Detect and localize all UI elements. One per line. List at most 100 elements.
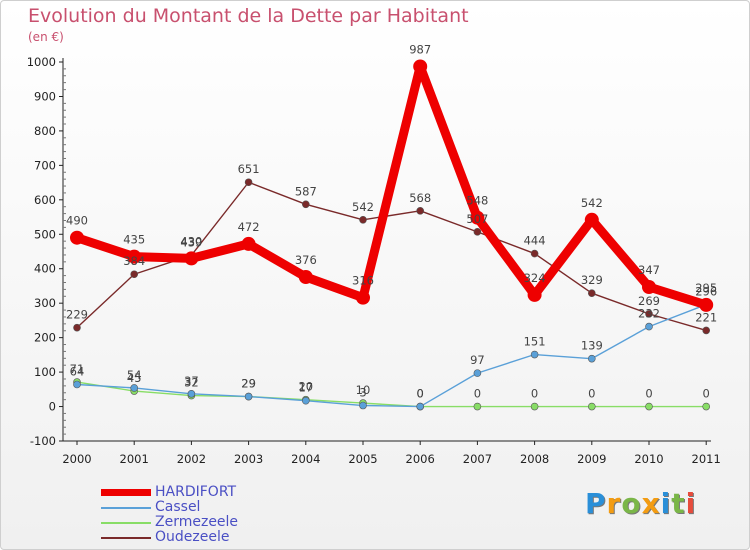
data-point (587, 354, 596, 363)
data-label: 232 (638, 307, 660, 321)
data-label: 20 (298, 380, 313, 394)
data-label: 987 (409, 42, 431, 56)
data-label: 3 (359, 386, 366, 400)
y-tick-label: 900 (34, 89, 56, 103)
data-label: 29 (241, 377, 256, 391)
x-tick-label: 2003 (234, 452, 263, 466)
data-label: 17 (298, 381, 313, 395)
data-label: 296 (695, 285, 717, 299)
y-tick-label: 400 (34, 262, 56, 276)
data-label: 430 (180, 234, 202, 248)
data-label: 444 (524, 234, 546, 248)
chart-data-labels: 2293844396515875425685074443292692217145… (66, 42, 717, 400)
x-tick-label: 2011 (692, 452, 721, 466)
data-label: 0 (417, 387, 424, 401)
x-tick-label: 2005 (348, 452, 377, 466)
data-point (73, 380, 81, 389)
data-label: 376 (295, 253, 317, 267)
data-point (645, 310, 653, 318)
data-point (527, 287, 542, 302)
data-label: 568 (409, 191, 431, 205)
data-label: 221 (695, 310, 717, 324)
data-label: 329 (581, 273, 603, 287)
data-label: 45 (127, 371, 142, 385)
data-label: 37 (184, 374, 199, 388)
y-tick-label: -100 (30, 434, 56, 448)
data-label: 542 (581, 196, 603, 210)
data-label: 0 (703, 387, 710, 401)
x-tick-label: 2008 (520, 452, 549, 466)
chart-unit: (en €) (28, 30, 64, 44)
data-point (244, 392, 253, 401)
data-label: 0 (417, 387, 424, 401)
data-point (356, 290, 370, 305)
x-tick-label: 2001 (120, 452, 149, 466)
logo-letter: P (585, 487, 607, 520)
data-point (244, 178, 253, 187)
x-tick-label: 2000 (62, 452, 91, 466)
y-tick-label: 300 (34, 296, 56, 310)
data-point (699, 297, 714, 312)
data-point (584, 212, 599, 227)
data-label: 32 (184, 376, 199, 390)
y-tick-label: 200 (34, 331, 56, 345)
data-label: 435 (123, 233, 145, 247)
data-point (359, 401, 367, 410)
data-point (473, 369, 482, 377)
chart-title: Evolution du Montant de la Dette par Hab… (28, 5, 469, 27)
data-point (130, 384, 138, 392)
data-label: 548 (466, 194, 488, 208)
data-point (702, 326, 711, 335)
data-label: 0 (531, 387, 538, 401)
legend-swatch (101, 537, 151, 539)
chart-series (70, 59, 714, 411)
data-label: 0 (588, 387, 595, 401)
data-point (587, 289, 596, 297)
data-label: 54 (127, 368, 142, 382)
data-label: 10 (356, 383, 371, 397)
data-point (130, 270, 138, 279)
logo-letter: x (641, 487, 661, 520)
data-label: 587 (295, 184, 317, 198)
y-tick-label: 500 (34, 227, 56, 241)
data-label: 139 (581, 339, 603, 353)
data-point (530, 350, 539, 359)
x-tick-label: 2006 (406, 452, 435, 466)
data-point (70, 230, 84, 245)
data-label: 0 (474, 387, 481, 401)
proxiti-logo: Proxiti (585, 487, 696, 520)
data-label: 507 (466, 212, 488, 226)
data-label: 439 (180, 235, 202, 249)
data-label: 472 (238, 220, 260, 234)
legend-swatch (101, 489, 151, 496)
y-tick-label: 0 (49, 400, 56, 414)
data-label: 542 (352, 200, 374, 214)
data-label: 269 (638, 294, 660, 308)
data-label: 151 (524, 335, 546, 349)
data-label: 0 (645, 387, 652, 401)
series-line-cassel (76, 303, 707, 408)
series-line-hardifort (72, 61, 711, 310)
logo-letter: t (671, 487, 686, 520)
legend-label: Oudezeele (155, 529, 230, 545)
data-label: 316 (352, 274, 374, 288)
data-point (301, 396, 310, 405)
data-label: 295 (695, 281, 717, 295)
logo-letter: o (621, 487, 642, 520)
legend-swatch (101, 507, 151, 509)
data-point (530, 249, 539, 258)
series-line-zermezeele (76, 381, 707, 408)
data-point (587, 402, 596, 411)
data-point (416, 207, 425, 215)
logo-letter: i (660, 487, 672, 520)
data-label: 97 (470, 353, 485, 367)
data-point (301, 200, 310, 209)
data-label: 324 (524, 271, 546, 285)
legend-label: HARDIFORT (155, 484, 237, 500)
y-tick-label: 600 (34, 193, 56, 207)
data-label: 490 (66, 214, 88, 228)
data-point (473, 228, 482, 236)
data-point (73, 323, 81, 332)
